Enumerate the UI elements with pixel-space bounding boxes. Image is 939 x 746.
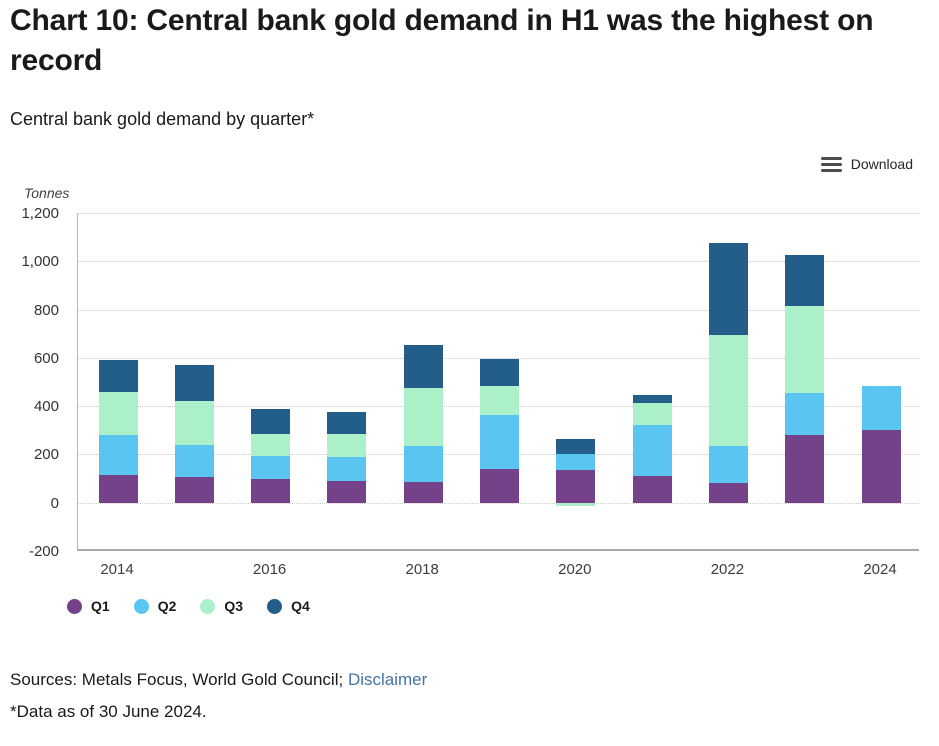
page-title: Chart 10: Central bank gold demand in H1… [10,4,874,77]
bar-segment-q1-2023[interactable] [785,435,825,503]
bar-segment-q3-2020[interactable] [556,502,596,507]
y-axis-unit-label: Tonnes [24,185,70,201]
download-label: Download [850,156,913,172]
bar-segment-q4-2023[interactable] [785,255,825,306]
bar-segment-q1-2015[interactable] [174,477,214,503]
y-axis-label: 1,000 [21,253,59,271]
bar-segment-q4-2020[interactable] [556,438,596,455]
chart-legend: Q1 Q2 Q3 Q4 [67,598,310,614]
bar-segment-q4-2022[interactable] [708,243,748,335]
bar-segment-q1-2020[interactable] [556,470,596,503]
x-axis-label: 2014 [100,561,134,578]
bar-segment-q2-2017[interactable] [327,456,367,481]
bar-segment-q3-2022[interactable] [708,334,748,446]
bar-segment-q2-2020[interactable] [556,454,596,471]
bar-segment-q2-2014[interactable] [98,435,138,475]
y-axis-label: -200 [28,543,59,560]
bar-segment-q4-2021[interactable] [632,395,672,403]
legend-swatch-q1-icon [67,598,82,614]
legend-item-q2[interactable]: Q2 [133,598,177,614]
gridline [78,213,919,214]
bar-segment-q4-2014[interactable] [98,360,138,392]
gridline [78,502,919,504]
bar-segment-q3-2015[interactable] [174,401,214,445]
x-axis-label: 2022 [710,561,745,578]
bar-segment-q2-2024[interactable] [861,385,901,431]
bar-segment-q2-2016[interactable] [251,455,291,479]
bar-segment-q2-2015[interactable] [174,444,214,478]
x-axis-label: 2020 [558,561,592,578]
bar-segment-q2-2021[interactable] [632,425,672,477]
bar-segment-q2-2022[interactable] [708,445,748,484]
bar-segment-q4-2018[interactable] [403,344,443,389]
hamburger-menu-icon [820,156,842,172]
bar-segment-q2-2023[interactable] [785,392,825,436]
gridline [78,309,919,311]
bar-segment-q3-2014[interactable] [98,391,138,436]
legend-swatch-q2-icon [133,598,149,614]
footnote-text: *Data as of 30 June 2024. [10,702,207,721]
legend-label: Q1 [91,598,110,614]
bar-segment-q3-2016[interactable] [251,433,291,456]
legend-item-q3[interactable]: Q3 [200,598,243,614]
bar-segment-q1-2022[interactable] [708,483,748,503]
download-button[interactable]: Download [820,156,913,172]
bar-segment-q2-2018[interactable] [403,445,443,483]
bar-segment-q1-2019[interactable] [480,468,519,503]
bar-segment-q3-2021[interactable] [632,402,672,426]
disclaimer-link[interactable]: Disclaimer [347,670,428,689]
legend-swatch-q4-icon [267,598,283,614]
bar-segment-q4-2016[interactable] [251,408,291,434]
y-axis-label: 200 [33,446,59,464]
y-axis-label: 400 [33,398,59,416]
bar-segment-q1-2024[interactable] [861,430,901,503]
gridline [78,261,919,263]
bar-segment-q4-2015[interactable] [174,365,214,402]
legend-label: Q4 [291,598,310,614]
sources-text: Sources: Metals Focus, World Gold Counci… [10,670,427,690]
bar-segment-q3-2018[interactable] [403,388,443,446]
y-axis-label: 600 [33,349,59,367]
legend-item-q4[interactable]: Q4 [267,598,310,614]
bar-segment-q3-2017[interactable] [327,433,367,457]
x-axis-label: 2024 [863,561,897,578]
legend-label: Q2 [157,598,177,614]
bar-segment-q4-2019[interactable] [480,359,519,386]
legend-swatch-q3-icon [200,598,216,614]
bar-segment-q1-2018[interactable] [403,482,443,503]
y-axis-label: 1,200 [21,205,59,222]
bar-segment-q1-2021[interactable] [632,476,672,503]
bar-segment-q1-2017[interactable] [327,480,367,503]
bar-segment-q2-2019[interactable] [480,414,519,469]
gridline [78,357,919,359]
y-axis-label: 0 [50,494,59,512]
bar-segment-q1-2016[interactable] [251,478,291,503]
chart-subtitle: Central bank gold demand by quarter* [10,109,315,129]
legend-label: Q3 [224,598,244,614]
bar-segment-q3-2019[interactable] [480,385,519,415]
y-axis-label: 800 [33,301,59,319]
sources-prefix: Sources: Metals Focus, World Gold Counci… [10,670,348,689]
plot-area [77,213,919,551]
x-axis-label: 2018 [405,561,439,578]
x-axis-label: 2016 [252,561,287,578]
bar-segment-q4-2017[interactable] [327,412,367,434]
legend-item-q1[interactable]: Q1 [67,598,110,614]
bar-segment-q1-2014[interactable] [98,474,138,503]
bar-segment-q3-2023[interactable] [785,305,825,393]
